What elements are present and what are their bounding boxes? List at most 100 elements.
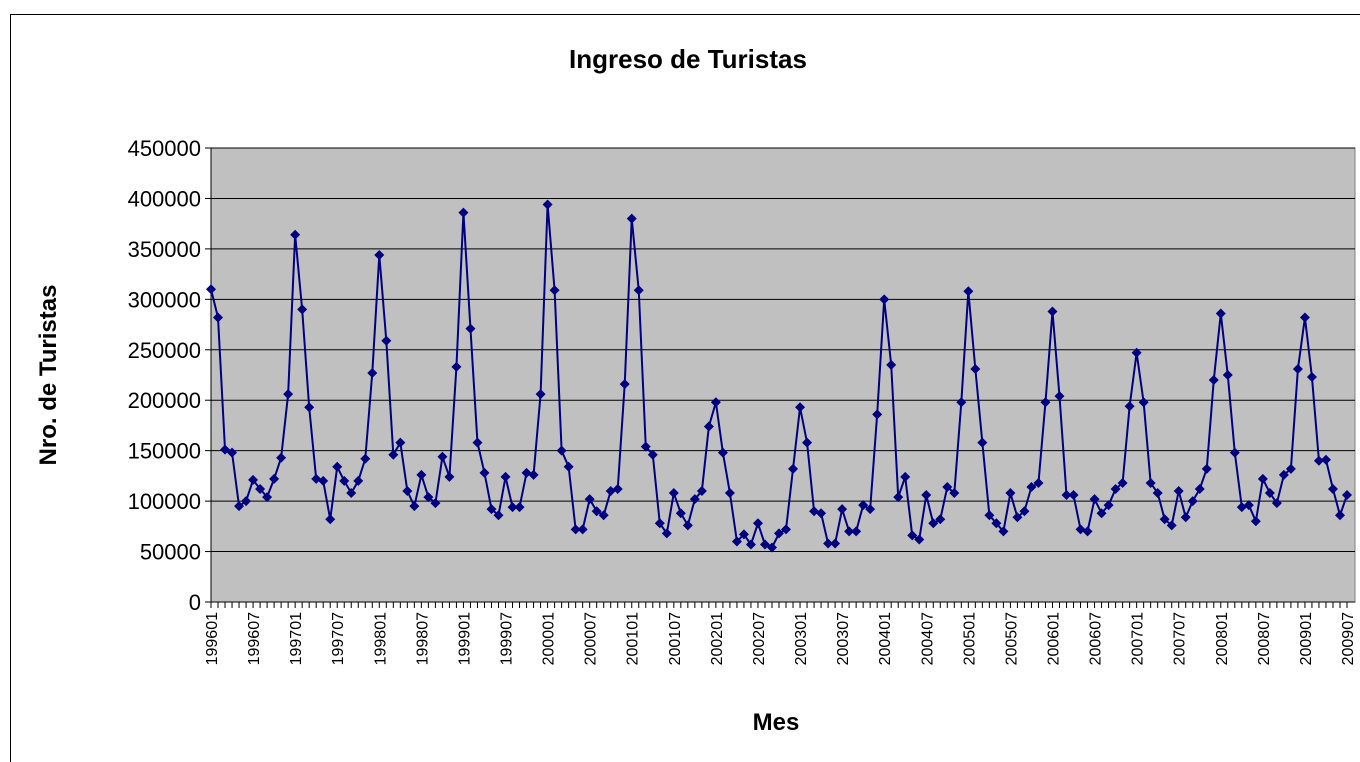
marker [619,379,630,390]
marker [682,520,693,531]
marker [1152,488,1163,499]
marker [1117,477,1128,488]
marker [795,402,806,413]
x-tick-label: 199807 [414,612,431,665]
marker [465,323,476,334]
marker [710,397,721,408]
marker [535,389,546,400]
marker [900,471,911,482]
x-tick-label: 200001 [541,612,558,665]
marker [752,518,763,529]
marker [1320,454,1331,465]
marker [395,437,406,448]
marker [837,504,848,515]
marker [942,481,953,492]
marker [283,389,294,400]
marker [514,502,525,513]
marker [788,463,799,474]
marker [402,486,413,497]
marker [731,536,742,547]
marker [1264,488,1275,499]
marker [409,501,420,512]
marker [1222,370,1233,380]
marker [1089,494,1100,505]
x-tick-label: 199607 [246,612,263,665]
marker [1145,477,1156,488]
marker [970,363,981,374]
x-tick-label: 200407 [919,612,936,665]
marker [1257,473,1268,484]
marker [227,447,238,458]
marker [1131,347,1142,358]
marker [759,539,770,550]
x-tick-label: 200301 [793,612,810,665]
marker [1278,469,1289,480]
x-tick-label: 200201 [709,612,726,665]
y-tick-label: 100000 [128,489,201,514]
marker [977,437,988,448]
marker [1229,447,1240,458]
marker [206,284,216,295]
marker [921,490,932,501]
marker [654,518,665,529]
x-tick-label: 199707 [330,612,347,665]
marker [1180,512,1191,523]
marker [963,286,974,297]
marker [1208,375,1219,386]
marker [353,475,364,486]
marker [591,506,602,517]
x-tick-label: 199601 [204,612,221,665]
y-tick-label: 150000 [128,439,201,464]
marker [640,441,651,452]
x-tick-label: 199701 [288,612,305,665]
marker [1173,486,1184,497]
marker [360,453,371,464]
marker [816,508,827,519]
marker [479,467,490,478]
marker [1082,526,1093,537]
marker [1012,512,1023,523]
marker [290,229,301,240]
marker [549,285,560,296]
x-tick-label: 200207 [751,612,768,665]
marker [661,528,672,539]
marker [374,249,385,260]
marker [563,461,574,472]
marker [893,492,904,503]
marker [1271,498,1282,509]
x-tick-label: 200401 [877,612,894,665]
marker [262,492,273,503]
marker [584,494,595,505]
marker [1019,506,1030,517]
marker [1068,490,1079,501]
marker [269,473,280,484]
marker [458,207,469,218]
marker [1292,363,1303,374]
marker [865,504,876,515]
marker [1201,463,1212,474]
x-tick-label: 200901 [1298,612,1315,665]
marker [220,444,231,455]
marker [276,452,287,463]
marker [675,508,686,519]
marker [381,335,392,346]
marker [486,504,497,515]
x-tick-label: 200701 [1130,612,1147,665]
marker [781,524,792,535]
x-tick-label: 200707 [1172,612,1189,665]
marker [879,294,890,305]
y-tick-label: 250000 [128,338,201,363]
marker [339,475,350,486]
marker [1110,484,1121,495]
marker [451,361,462,372]
marker [1124,401,1135,412]
marker [493,510,504,521]
marker [984,510,995,521]
marker [234,501,245,512]
marker [1005,488,1016,499]
marker [935,514,946,525]
marker [717,447,728,458]
x-tick-label: 200807 [1256,612,1273,665]
x-tick-label: 200907 [1340,612,1357,665]
marker [724,488,735,499]
